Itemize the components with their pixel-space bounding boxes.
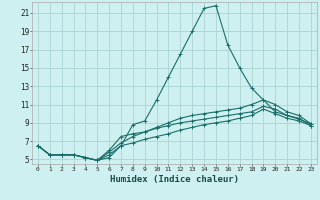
X-axis label: Humidex (Indice chaleur): Humidex (Indice chaleur) <box>110 175 239 184</box>
